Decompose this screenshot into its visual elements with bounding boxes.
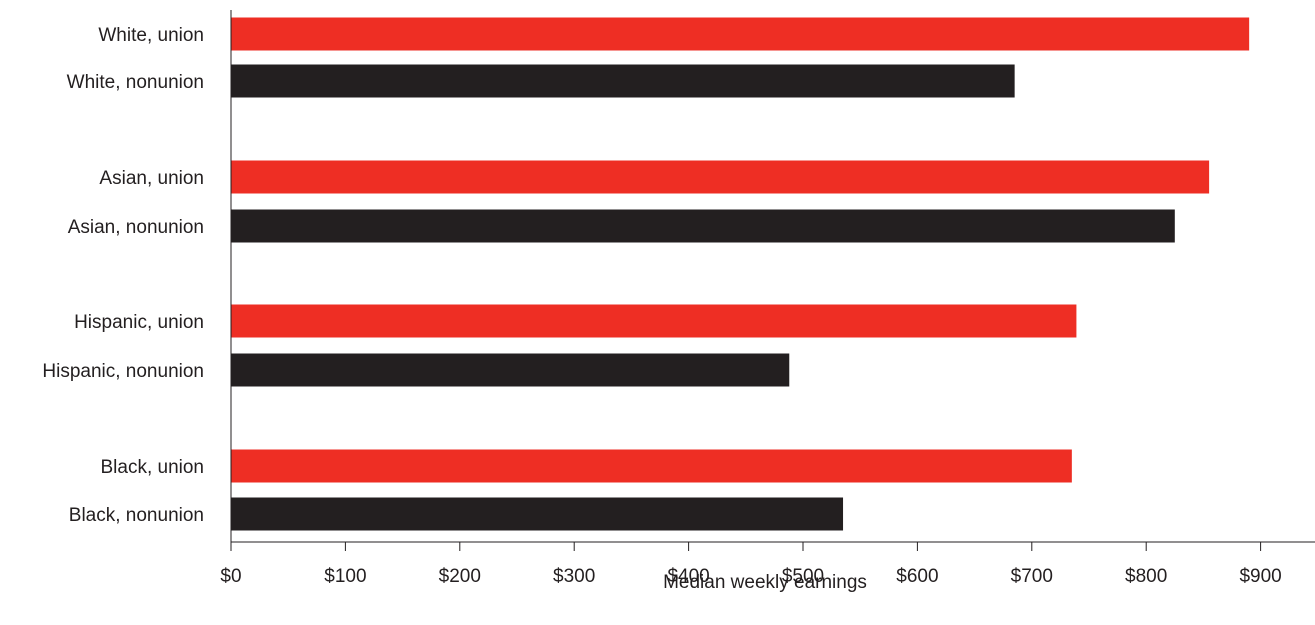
bars-layer: [231, 17, 1250, 531]
category-label-white-nonunion: White, nonunion: [67, 72, 204, 93]
category-label-asian-union: Asian, union: [99, 168, 204, 189]
x-tick-label-500: $500: [782, 566, 824, 587]
axes-layer: [230, 10, 1315, 551]
bar-white-union: [231, 17, 1250, 51]
category-label-hispanic-nonunion: Hispanic, nonunion: [42, 361, 204, 382]
category-label-asian-nonunion: Asian, nonunion: [68, 217, 204, 238]
bar-hispanic-union: [231, 304, 1077, 338]
x-tick-label-200: $200: [439, 566, 481, 587]
bar-asian-nonunion: [231, 209, 1175, 243]
x-tick-label-400: $400: [667, 566, 709, 587]
category-label-black-union: Black, union: [100, 457, 204, 478]
category-label-black-nonunion: Black, nonunion: [69, 505, 204, 526]
x-tick-label-100: $100: [324, 566, 366, 587]
x-tick-label-600: $600: [896, 566, 938, 587]
category-label-hispanic-union: Hispanic, union: [74, 312, 204, 333]
x-tick-label-700: $700: [1011, 566, 1053, 587]
bar-white-nonunion: [231, 64, 1015, 98]
x-tick-label-900: $900: [1239, 566, 1281, 587]
bar-black-union: [231, 449, 1072, 483]
bar-asian-union: [231, 160, 1210, 194]
bar-hispanic-nonunion: [231, 353, 790, 387]
category-label-white-union: White, union: [98, 25, 204, 46]
x-tick-label-800: $800: [1125, 566, 1167, 587]
x-tick-label-300: $300: [553, 566, 595, 587]
x-axis-title: Median weekly earnings: [663, 572, 867, 593]
labels-layer: White, union White, nonunion Asian, union A…: [42, 25, 1281, 587]
bar-black-nonunion: [231, 497, 844, 531]
x-tick-label-0: $0: [220, 566, 241, 587]
